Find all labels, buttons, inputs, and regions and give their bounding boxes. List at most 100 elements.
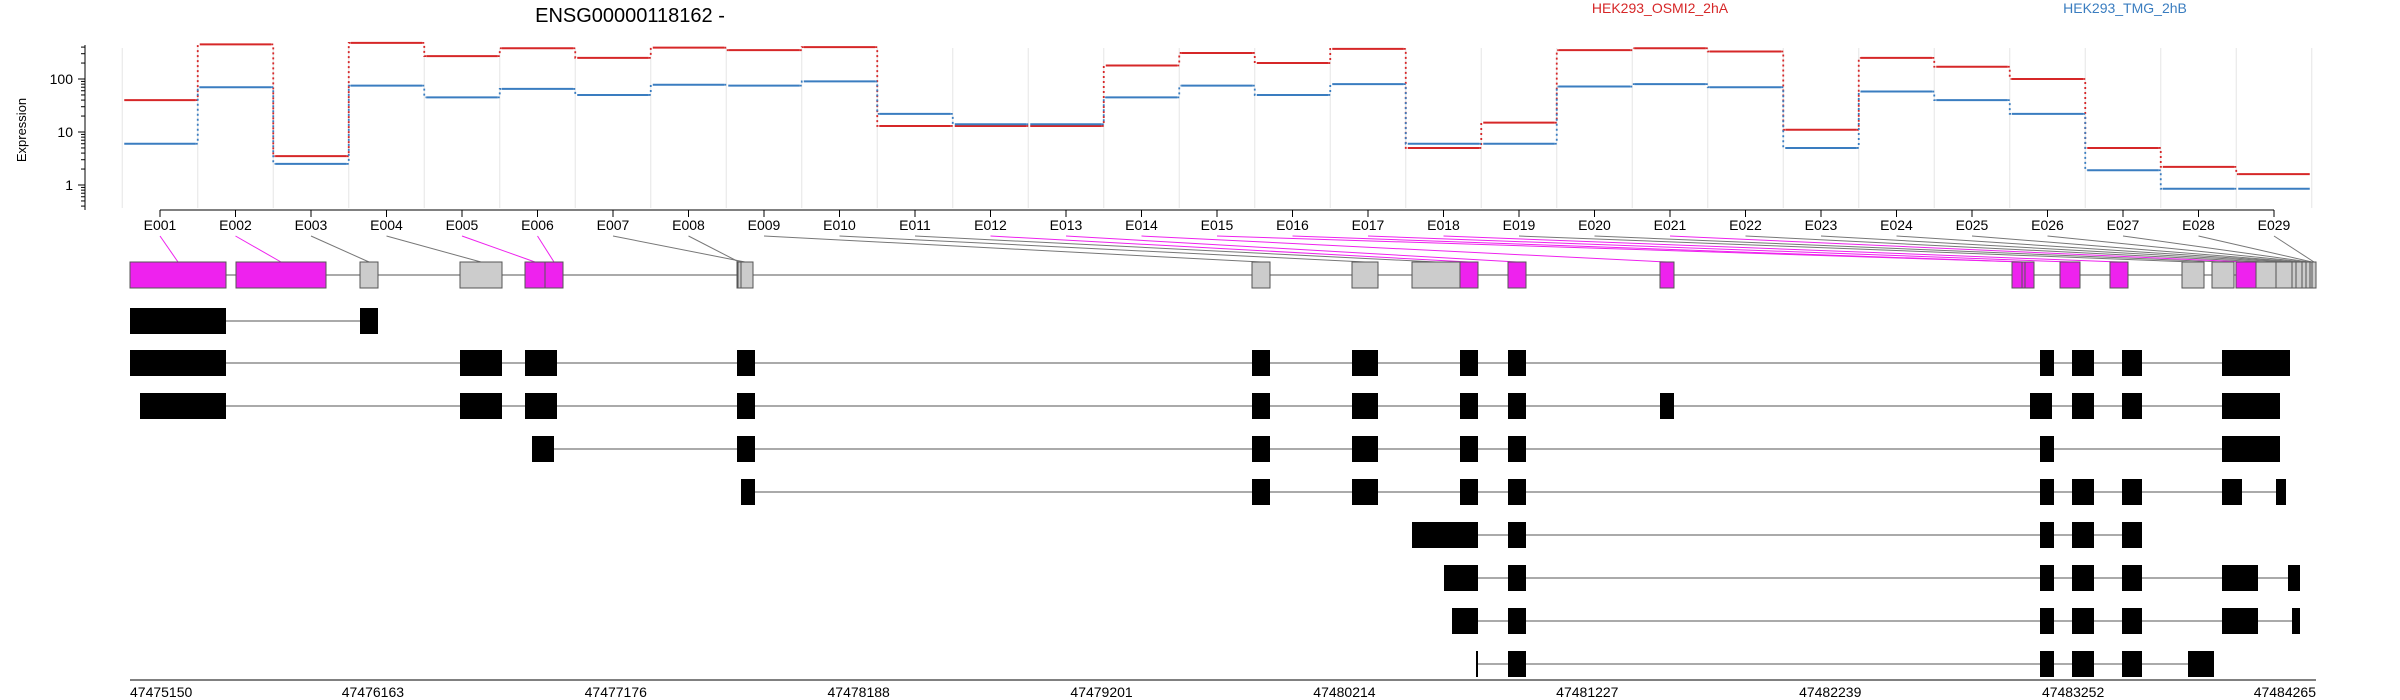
transcript-exon	[525, 393, 557, 419]
gene-model-exon	[1251, 261, 1271, 289]
exon-connector	[839, 235, 1366, 263]
exon-connector	[310, 235, 370, 263]
exon-connectors	[159, 235, 2315, 263]
transcript-exon	[2222, 479, 2242, 505]
transcript-exon	[130, 350, 226, 376]
x-tick-label: E008	[672, 217, 705, 233]
genomic-tick-label: 47477176	[585, 684, 648, 700]
transcript-exon	[1508, 522, 1526, 548]
series-sample-a	[124, 41, 2310, 176]
series-transition	[1177, 84, 1182, 99]
exon-connector	[1594, 235, 2224, 263]
transcript-exon	[2072, 565, 2094, 591]
gene-model-exon	[1659, 261, 1675, 289]
exon-connector	[763, 235, 1262, 263]
series-sample-b	[124, 80, 2310, 190]
transcript-exon	[460, 350, 502, 376]
genomic-tick-label: 47483252	[2042, 684, 2105, 700]
exon-connector	[1141, 235, 1668, 263]
x-tick-label: E011	[899, 217, 931, 233]
gene-model-exon	[359, 261, 379, 289]
transcript-exon	[1352, 436, 1378, 462]
series-transition	[573, 88, 578, 96]
transcript-exon	[1508, 651, 1526, 677]
transcript-exon	[1352, 350, 1378, 376]
transcript-exon	[2292, 608, 2300, 634]
exon-connector	[461, 235, 536, 263]
transcript-exon	[2188, 651, 2214, 677]
exon-connector	[1443, 235, 2120, 263]
series-transition	[195, 43, 200, 101]
transcript-exon	[1460, 479, 1478, 505]
transcript-exon	[2040, 608, 2054, 634]
y-axis: 100 10 1	[50, 45, 86, 210]
transcript-row	[741, 479, 2286, 505]
transcript-exon	[2122, 393, 2142, 419]
exon-connector	[2047, 235, 2306, 263]
genomic-tick-label: 47480214	[1313, 684, 1376, 700]
transcript-exon	[1460, 393, 1478, 419]
series-transition	[1479, 121, 1484, 149]
transcript-exon	[1352, 479, 1378, 505]
transcript-exon	[2122, 608, 2142, 634]
transcript-exon	[2072, 608, 2094, 634]
transcript-exon	[460, 393, 502, 419]
transcript-row	[140, 393, 2280, 419]
series-transition	[724, 83, 729, 87]
transcript-exon	[2288, 565, 2300, 591]
gene-model-exon	[2235, 261, 2257, 289]
genomic-tick-label: 47479201	[1070, 684, 1133, 700]
transcript-exon	[1252, 350, 1270, 376]
series-transition	[648, 46, 653, 59]
series-transition	[648, 83, 653, 96]
gene-model-exon	[1507, 261, 1527, 289]
x-tick-label: E021	[1654, 217, 1687, 233]
x-tick-label: E027	[2107, 217, 2140, 233]
x-axis: E001 E002 E003 E004 E005 E006 E007 E008 E009 E010…	[144, 209, 2291, 233]
genomic-tick-label: 47481227	[1556, 684, 1619, 700]
series-lines	[124, 41, 2310, 190]
x-tick-label: E003	[295, 217, 328, 233]
series-transition	[2007, 65, 2012, 80]
x-tick-label: E012	[974, 217, 1007, 233]
transcript-exon	[1252, 436, 1270, 462]
gene-model-exon	[1351, 261, 1379, 289]
transcript-exon	[2122, 350, 2142, 376]
transcript-row	[532, 436, 2280, 462]
exon-connector	[688, 235, 740, 263]
gene-model-exon	[544, 261, 564, 289]
transcript-exon	[1252, 479, 1270, 505]
x-tick-label: E023	[1805, 217, 1838, 233]
exon-connector	[1745, 235, 2267, 263]
transcript-exon	[1460, 350, 1478, 376]
x-tick-label: E019	[1503, 217, 1536, 233]
series-transition	[1328, 83, 1333, 96]
transcript-exon	[1352, 393, 1378, 419]
transcript-exon	[2222, 350, 2290, 376]
genomic-tick-label: 47478188	[828, 684, 891, 700]
x-tick-label: E014	[1125, 217, 1158, 233]
series-transition	[1177, 52, 1182, 67]
x-tick-label: E007	[597, 217, 630, 233]
series-transition	[2083, 112, 2088, 172]
genomic-axis: 47475150 47476163 47477176 47478188 47479201…	[130, 679, 2316, 700]
x-tick-label: E004	[370, 217, 403, 233]
exon-connector	[1065, 235, 1518, 263]
gene-model-exon	[2255, 261, 2277, 289]
transcript-exon	[2222, 436, 2280, 462]
legend-label-sample-a: HEK293_OSMI2_2hA	[1592, 0, 1729, 16]
transcript-exon	[2040, 436, 2054, 462]
series-transition	[875, 80, 880, 115]
transcript-exon	[2040, 479, 2054, 505]
exon-connector	[2198, 235, 2313, 263]
transcript-exon	[130, 308, 226, 334]
x-tick-label: E001	[144, 217, 177, 233]
series-transition	[1705, 83, 1710, 89]
y-tick-label: 10	[57, 124, 73, 140]
transcript-row	[130, 350, 2290, 376]
exon-connector	[1518, 235, 2194, 263]
gene-model-exon	[2059, 261, 2081, 289]
transcript-exon	[2222, 608, 2258, 634]
transcript-exon	[1508, 436, 1526, 462]
series-transition	[195, 86, 200, 145]
